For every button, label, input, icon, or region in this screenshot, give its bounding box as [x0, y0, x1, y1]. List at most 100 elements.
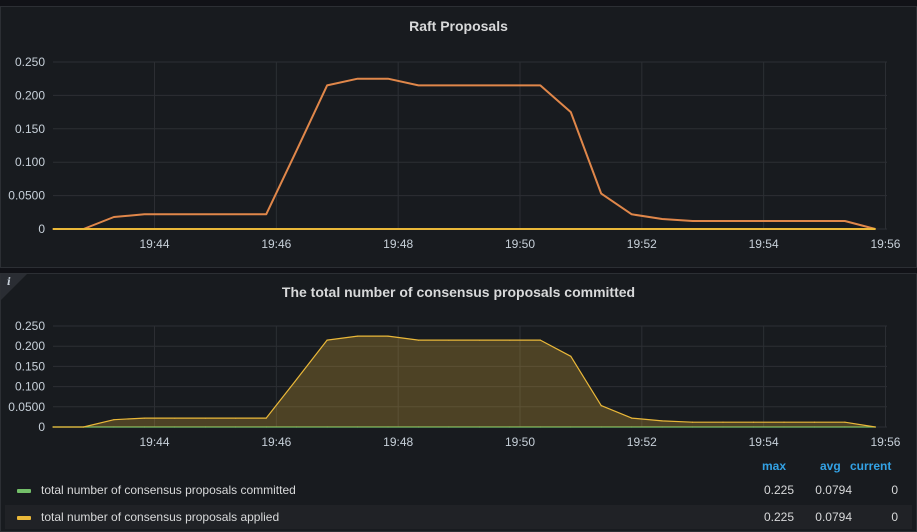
- x-tick-label: 19:48: [383, 435, 413, 449]
- y-tick-label: 0.200: [15, 88, 45, 102]
- data-point: [235, 417, 237, 419]
- y-tick-label: 0: [38, 222, 45, 236]
- panel-title[interactable]: The total number of consensus proposals …: [281, 284, 636, 300]
- data-point: [143, 426, 145, 428]
- data-point: [570, 111, 572, 113]
- data-point: [357, 335, 359, 337]
- data-point: [813, 426, 816, 428]
- y-tick-label: 0.100: [15, 155, 45, 169]
- data-point: [478, 339, 480, 341]
- data-point: [539, 228, 541, 230]
- data-point: [752, 421, 755, 423]
- y-tick-label: 0.0500: [8, 400, 45, 414]
- data-point: [478, 426, 480, 428]
- legend-header-current[interactable]: current: [850, 459, 892, 473]
- legend-row[interactable]: total number of consensus proposals appl…: [5, 505, 912, 529]
- data-point: [600, 193, 602, 195]
- series-line[interactable]: [53, 335, 876, 428]
- data-point: [600, 228, 602, 230]
- data-point: [509, 426, 511, 428]
- raft-proposals-chart: 0 0.0500 0.100 0.150 0.200 0.250 19:44 19:46 19:…: [8, 55, 901, 251]
- data-point: [204, 417, 206, 419]
- info-corner[interactable]: [1, 274, 27, 300]
- data-point: [113, 228, 115, 230]
- x-tick-label: 19:52: [627, 237, 657, 251]
- data-point: [509, 84, 511, 86]
- legend-series-name[interactable]: total number of consensus proposals comm…: [41, 483, 296, 497]
- x-tick-label: 19:56: [870, 237, 900, 251]
- data-point: [661, 420, 663, 422]
- data-point: [143, 228, 145, 230]
- data-point: [174, 228, 176, 230]
- data-point: [661, 218, 663, 220]
- x-tick-label: 19:44: [140, 237, 170, 251]
- data-point: [143, 417, 145, 419]
- series-line[interactable]: [53, 77, 876, 230]
- data-point: [783, 220, 785, 222]
- data-point: [296, 149, 298, 151]
- data-point: [752, 426, 755, 428]
- legend-current: 0: [891, 483, 898, 497]
- data-point: [204, 426, 206, 428]
- legend-swatch[interactable]: [17, 516, 31, 520]
- x-tick-label: 19:54: [749, 237, 779, 251]
- data-point: [448, 84, 450, 86]
- data-point: [265, 426, 267, 428]
- data-point: [692, 220, 694, 222]
- data-point: [326, 339, 328, 341]
- data-point: [387, 228, 389, 230]
- data-point: [661, 426, 663, 428]
- consensus-proposals-panel: i The total number of consensus proposal…: [0, 273, 917, 532]
- data-point: [722, 220, 724, 222]
- legend-swatch[interactable]: [17, 489, 31, 493]
- data-point: [600, 426, 602, 428]
- data-point: [417, 339, 420, 341]
- data-point: [417, 228, 420, 230]
- legend-header-avg[interactable]: avg: [820, 459, 841, 473]
- data-point: [235, 228, 237, 230]
- data-point: [661, 228, 663, 230]
- data-point: [357, 78, 359, 80]
- data-point: [874, 426, 876, 428]
- data-point: [539, 339, 541, 341]
- legend-series-name[interactable]: total number of consensus proposals appl…: [41, 510, 280, 524]
- data-point: [326, 84, 328, 86]
- data-point: [692, 228, 694, 230]
- data-point: [631, 213, 633, 215]
- data-point: [692, 426, 694, 428]
- data-point: [752, 220, 755, 222]
- panel-title[interactable]: Raft Proposals: [409, 18, 508, 34]
- data-point: [783, 426, 785, 428]
- y-tick-label: 0.0500: [8, 189, 45, 203]
- data-point: [174, 417, 176, 419]
- legend-avg: 0.0794: [815, 510, 852, 524]
- data-point: [539, 84, 541, 86]
- data-point: [82, 426, 85, 428]
- series-area: [53, 336, 876, 427]
- y-tick-label: 0.150: [15, 122, 45, 136]
- legend-row[interactable]: total number of consensus proposals comm…: [5, 478, 912, 502]
- data-point: [570, 228, 572, 230]
- legend-header-max[interactable]: max: [762, 459, 787, 473]
- y-tick-label: 0.250: [15, 55, 45, 69]
- data-point: [844, 220, 846, 222]
- data-point: [478, 228, 480, 230]
- data-point: [204, 213, 206, 215]
- x-tick-label: 19:56: [870, 435, 900, 449]
- legend-avg: 0.0794: [815, 483, 852, 497]
- data-point: [113, 216, 115, 218]
- data-point: [296, 378, 298, 380]
- data-point: [783, 228, 785, 230]
- data-point: [52, 426, 54, 428]
- data-point: [570, 426, 572, 428]
- y-tick-label: 0.250: [15, 319, 45, 333]
- data-point: [326, 228, 328, 230]
- info-icon[interactable]: i: [7, 277, 11, 288]
- x-tick-label: 19:48: [383, 237, 413, 251]
- data-point: [265, 213, 267, 215]
- data-point: [387, 78, 389, 80]
- y-tick-label: 0.150: [15, 359, 45, 373]
- data-point: [722, 228, 724, 230]
- x-tick-label: 19:54: [749, 435, 779, 449]
- y-tick-label: 0.100: [15, 380, 45, 394]
